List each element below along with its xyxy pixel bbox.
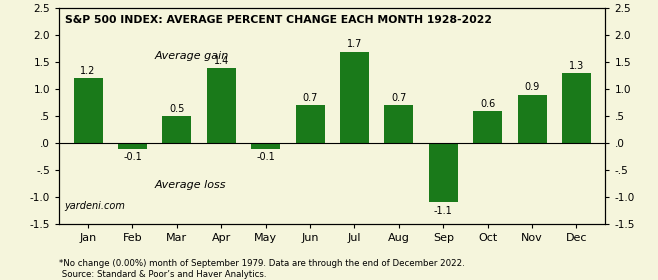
Text: -0.1: -0.1 xyxy=(257,152,275,162)
Text: 0.7: 0.7 xyxy=(392,93,407,103)
Text: 1.4: 1.4 xyxy=(214,55,229,66)
Text: 0.5: 0.5 xyxy=(169,104,185,114)
Text: *No change (0.00%) month of September 1979. Data are through the end of December: *No change (0.00%) month of September 19… xyxy=(59,259,465,279)
Bar xyxy=(74,78,103,143)
Text: 1.3: 1.3 xyxy=(569,61,584,71)
Bar xyxy=(251,143,280,149)
Bar xyxy=(340,52,369,143)
Text: -1.1: -1.1 xyxy=(434,206,453,216)
Text: 1.2: 1.2 xyxy=(80,66,96,76)
Text: Average loss: Average loss xyxy=(155,180,226,190)
Text: Average gain: Average gain xyxy=(155,51,229,61)
Text: S&P 500 INDEX: AVERAGE PERCENT CHANGE EACH MONTH 1928-2022: S&P 500 INDEX: AVERAGE PERCENT CHANGE EA… xyxy=(64,15,492,25)
Text: 0.7: 0.7 xyxy=(303,93,318,103)
Bar xyxy=(518,95,547,143)
Bar xyxy=(473,111,502,143)
Text: 1.7: 1.7 xyxy=(347,39,362,49)
Text: 0.6: 0.6 xyxy=(480,99,495,109)
Bar xyxy=(118,143,147,149)
Text: yardeni.com: yardeni.com xyxy=(64,201,126,211)
Text: -0.1: -0.1 xyxy=(123,152,142,162)
Bar xyxy=(163,116,191,143)
Bar xyxy=(562,73,591,143)
Bar xyxy=(295,106,324,143)
Bar xyxy=(429,143,458,202)
Bar xyxy=(207,68,236,143)
Bar xyxy=(384,106,413,143)
Text: 0.9: 0.9 xyxy=(524,83,540,92)
